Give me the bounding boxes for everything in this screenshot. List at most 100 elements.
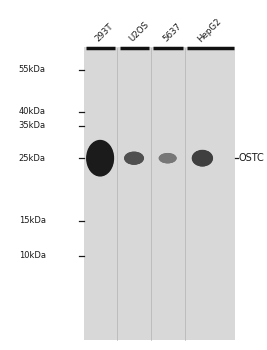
Ellipse shape xyxy=(201,158,203,159)
Ellipse shape xyxy=(94,150,107,167)
Text: 10kDa: 10kDa xyxy=(19,251,46,260)
Ellipse shape xyxy=(197,154,208,162)
Ellipse shape xyxy=(167,158,168,159)
Ellipse shape xyxy=(88,142,113,175)
Ellipse shape xyxy=(133,157,135,159)
Ellipse shape xyxy=(197,154,207,162)
Ellipse shape xyxy=(196,153,209,163)
Ellipse shape xyxy=(130,156,138,161)
Ellipse shape xyxy=(194,151,211,165)
Ellipse shape xyxy=(198,155,207,162)
Ellipse shape xyxy=(200,156,205,160)
Ellipse shape xyxy=(192,150,213,167)
Ellipse shape xyxy=(132,157,136,159)
Ellipse shape xyxy=(193,150,212,166)
Ellipse shape xyxy=(160,154,175,162)
Ellipse shape xyxy=(127,154,141,163)
Ellipse shape xyxy=(89,144,111,173)
Ellipse shape xyxy=(93,149,107,167)
Ellipse shape xyxy=(87,140,114,176)
Ellipse shape xyxy=(164,156,171,160)
Ellipse shape xyxy=(131,156,137,160)
Text: 5637: 5637 xyxy=(161,22,183,44)
Ellipse shape xyxy=(95,152,105,165)
Ellipse shape xyxy=(199,155,206,161)
Ellipse shape xyxy=(196,153,209,163)
Ellipse shape xyxy=(93,148,108,168)
Ellipse shape xyxy=(96,152,105,164)
Ellipse shape xyxy=(91,146,109,170)
Ellipse shape xyxy=(163,155,172,161)
Ellipse shape xyxy=(159,153,176,163)
Ellipse shape xyxy=(88,142,112,174)
Ellipse shape xyxy=(129,155,139,161)
Text: 25kDa: 25kDa xyxy=(19,154,46,163)
Ellipse shape xyxy=(196,153,209,163)
Ellipse shape xyxy=(124,152,144,165)
Ellipse shape xyxy=(125,153,143,164)
Bar xyxy=(84,47,235,340)
Ellipse shape xyxy=(97,154,103,162)
Ellipse shape xyxy=(133,158,135,159)
Ellipse shape xyxy=(165,157,170,160)
Ellipse shape xyxy=(128,154,140,162)
Ellipse shape xyxy=(127,153,142,163)
Ellipse shape xyxy=(163,156,172,161)
Ellipse shape xyxy=(163,155,172,161)
Ellipse shape xyxy=(92,148,108,169)
Ellipse shape xyxy=(194,152,211,164)
Ellipse shape xyxy=(125,152,143,164)
Ellipse shape xyxy=(166,158,169,159)
Ellipse shape xyxy=(167,158,168,159)
Ellipse shape xyxy=(132,157,136,160)
Ellipse shape xyxy=(96,153,104,164)
Ellipse shape xyxy=(159,153,176,163)
Ellipse shape xyxy=(126,153,142,163)
Ellipse shape xyxy=(98,155,103,161)
Ellipse shape xyxy=(127,154,141,163)
Ellipse shape xyxy=(159,153,176,163)
Ellipse shape xyxy=(133,158,135,159)
Ellipse shape xyxy=(98,156,102,161)
Ellipse shape xyxy=(162,155,174,162)
Ellipse shape xyxy=(125,152,143,164)
Ellipse shape xyxy=(161,154,174,162)
Ellipse shape xyxy=(166,158,169,159)
Ellipse shape xyxy=(193,151,212,166)
Text: HepG2: HepG2 xyxy=(196,16,223,44)
Ellipse shape xyxy=(100,158,101,159)
Ellipse shape xyxy=(201,157,204,159)
Text: 293T: 293T xyxy=(94,22,115,44)
Ellipse shape xyxy=(96,153,104,163)
Ellipse shape xyxy=(131,156,137,160)
Ellipse shape xyxy=(193,150,212,166)
Ellipse shape xyxy=(124,152,144,164)
Ellipse shape xyxy=(197,154,208,163)
Ellipse shape xyxy=(89,144,111,172)
Ellipse shape xyxy=(160,154,175,162)
Ellipse shape xyxy=(90,145,111,172)
Ellipse shape xyxy=(99,157,101,159)
Ellipse shape xyxy=(128,154,140,162)
Ellipse shape xyxy=(164,156,171,160)
Ellipse shape xyxy=(91,147,109,170)
Ellipse shape xyxy=(202,158,203,159)
Ellipse shape xyxy=(195,152,210,164)
Ellipse shape xyxy=(194,152,211,165)
Ellipse shape xyxy=(163,155,173,161)
Ellipse shape xyxy=(164,156,172,160)
Ellipse shape xyxy=(88,143,112,174)
Ellipse shape xyxy=(130,155,138,161)
Ellipse shape xyxy=(202,158,203,159)
Ellipse shape xyxy=(199,156,206,161)
Text: 35kDa: 35kDa xyxy=(19,121,46,131)
Ellipse shape xyxy=(162,155,174,161)
Ellipse shape xyxy=(166,157,170,159)
Ellipse shape xyxy=(192,150,213,166)
Ellipse shape xyxy=(129,155,139,162)
Ellipse shape xyxy=(126,153,142,163)
Ellipse shape xyxy=(165,156,171,160)
Ellipse shape xyxy=(92,147,108,169)
Text: U2OS: U2OS xyxy=(128,20,151,44)
Ellipse shape xyxy=(95,151,106,166)
